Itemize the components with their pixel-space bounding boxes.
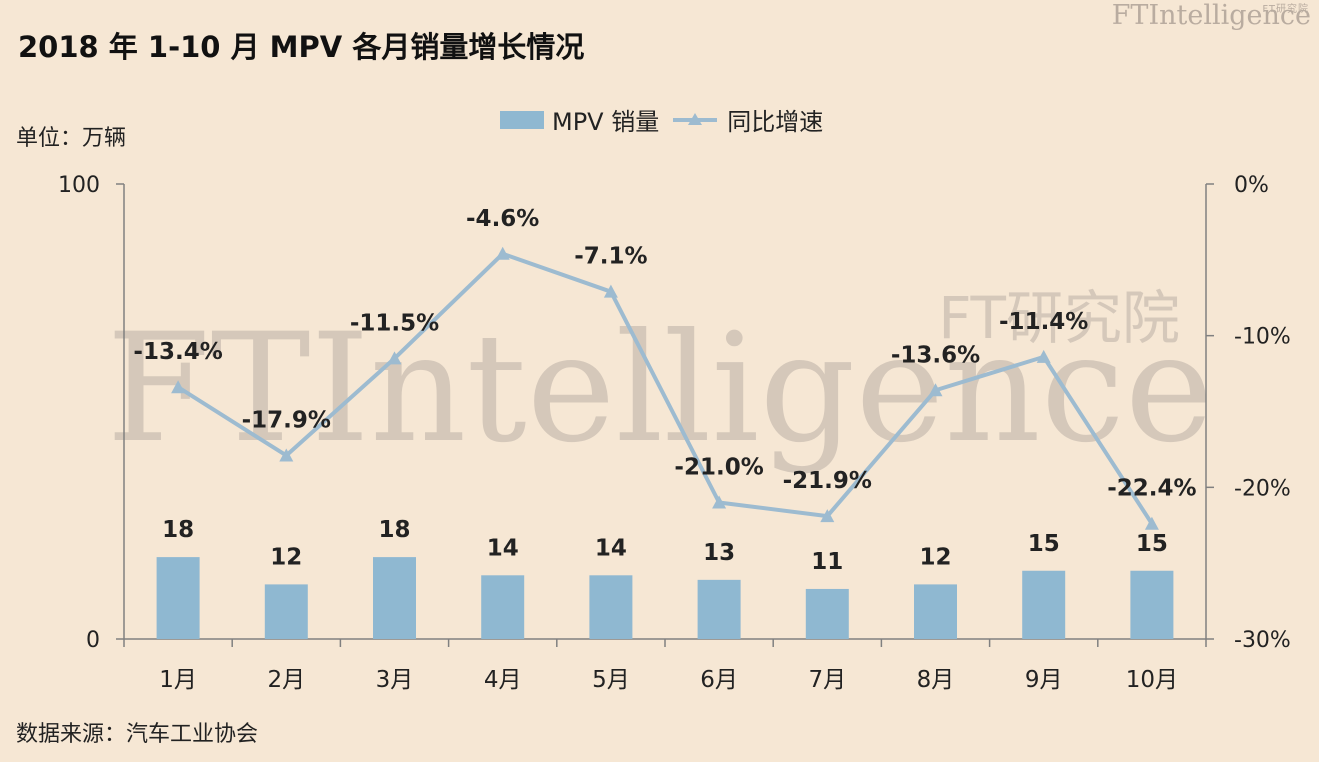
line-value-label: -17.9% [242,407,331,433]
line-point-marker [928,383,943,397]
legend-line-swatch [673,112,718,125]
data-labels: 18 12 18 14 14 13 11 12 15 15 -13.4% -17.9% -11.5% -4… [133,206,1196,575]
line-point-marker [387,351,402,365]
bar [914,584,957,639]
bar-value-label: 18 [162,517,194,543]
right-tick-label: 0% [1234,173,1269,198]
watermark-sub-text: FT研究院 [938,284,1180,352]
source-note: 数据来源：汽车工业协会 [16,722,259,747]
bar-value-label: 12 [919,544,951,570]
bar [589,575,633,639]
legend-item-sales: MPV 销量 [500,102,659,137]
legend-label-sales: MPV 销量 [552,108,660,136]
growth-line [177,251,1154,525]
bar [481,575,525,639]
brand-logo-sub: FT研究院 [1262,4,1309,15]
x-tick-label: 10月 [1126,667,1178,693]
right-tick-label: -30% [1234,628,1291,653]
x-tick-label: 9月 [1025,667,1063,693]
line-value-label: -21.0% [674,455,763,481]
bar [373,557,416,639]
line-point-marker [712,495,727,509]
bar-value-label: 15 [1136,531,1168,557]
line-point-marker [1036,349,1051,363]
bar [1022,570,1066,639]
bar-value-label: 13 [703,540,735,566]
x-tick-label: 2月 [267,667,305,693]
bar-value-label: 14 [595,535,627,561]
bar-value-label: 15 [1028,531,1060,557]
legend-item-growth: 同比增速 [671,102,823,137]
line-value-label: -11.4% [999,309,1088,335]
bar-value-label: 11 [811,549,843,575]
bar-value-label: 18 [378,517,410,543]
bar [805,588,849,639]
chart-axes: 0 100 0% -10% -20% -30% 1月 2月 3月 4月 5月 6月 7月 8月 9月 10月 [58,173,1291,693]
line-series [171,246,1159,530]
line-value-label: -21.9% [783,468,872,494]
bar [697,579,741,639]
bar-series [156,557,1174,639]
line-value-label: -22.4% [1107,476,1196,502]
unit-label: 单位：万辆 [16,126,127,151]
legend: MPV 销量 同比增速 [500,102,823,137]
bar [264,584,308,639]
right-tick-label: -10% [1234,325,1291,350]
chart-title: 2018 年 1-10 月 MPV 各月销量增长情况 [18,30,585,64]
left-tick-label: 0 [86,628,100,653]
x-tick-label: 4月 [484,667,522,693]
line-point-marker [603,284,618,298]
left-tick-label: 100 [58,173,100,198]
x-tick-label: 3月 [376,667,414,693]
bar-value-label: 12 [270,544,302,570]
line-point-marker [1144,516,1159,530]
x-tick-label: 8月 [917,667,955,693]
line-point-marker [279,448,294,462]
line-value-label: -13.6% [891,342,980,368]
line-value-label: -13.4% [133,339,222,365]
x-tick-label: 6月 [700,667,738,693]
x-tick-label: 7月 [808,667,846,693]
legend-bar-swatch [500,110,544,129]
right-tick-label: -20% [1234,476,1291,501]
legend-label-growth: 同比增速 [727,108,824,136]
line-point-marker [820,509,835,523]
bar [156,557,200,639]
brand-logo: FTIntelligence [1111,0,1311,31]
line-point-marker [171,380,186,394]
x-tick-label: 1月 [159,667,197,693]
line-point-marker [495,246,510,260]
line-value-label: -4.6% [466,206,539,232]
x-tick-label: 5月 [592,667,630,693]
bar [1130,570,1174,639]
line-value-label: -7.1% [574,244,647,270]
line-value-label: -11.5% [350,310,439,336]
bar-value-label: 14 [487,535,519,561]
